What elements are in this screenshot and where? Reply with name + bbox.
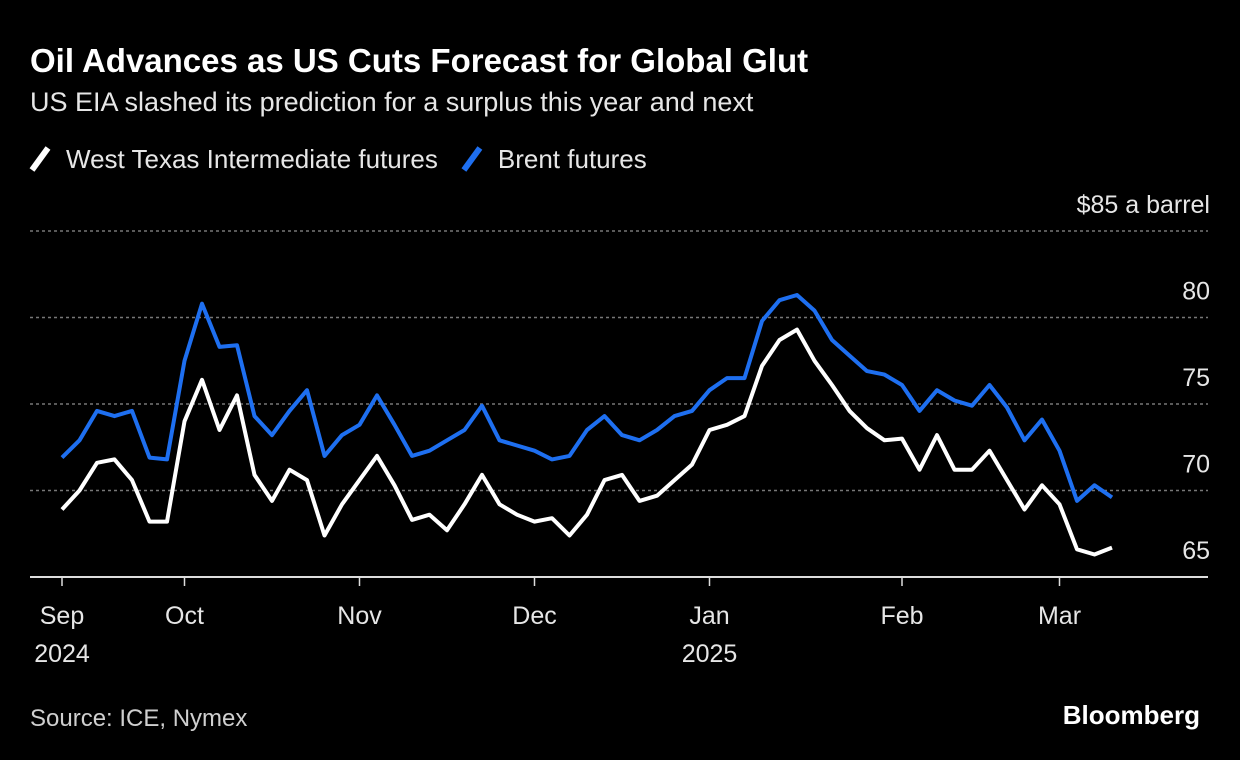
y-tick-label: 70 [1182, 451, 1210, 479]
y-tick-label: 75 [1182, 364, 1210, 392]
chart-title: Oil Advances as US Cuts Forecast for Glo… [30, 42, 808, 79]
y-tick-label: 65 [1182, 537, 1210, 565]
series-line [60, 327, 1113, 557]
x-tick-label: Oct [165, 602, 204, 630]
x-tick-label: Mar [1038, 602, 1081, 630]
legend: West Texas Intermediate futures Brent fut… [29, 144, 647, 174]
x-tick-label: Feb [880, 602, 923, 630]
y-tick-label: 80 [1182, 278, 1210, 306]
x-tick-label: Nov [337, 602, 382, 630]
y-tick-label: $85 a barrel [1077, 191, 1210, 219]
x-tick-label: Sep 2024 [34, 602, 90, 668]
brand: Bloomberg [1063, 700, 1200, 730]
legend-label: West Texas Intermediate futures [66, 144, 438, 174]
legend-swatch [29, 146, 51, 172]
x-tick-label: Jan 2025 [682, 602, 738, 668]
series-line [60, 293, 1114, 503]
legend-swatch [461, 146, 483, 172]
chart-subtitle: US EIA slashed its prediction for a surp… [30, 87, 754, 117]
source: Source: ICE, Nymex [30, 705, 247, 732]
x-tick-label: Dec [512, 602, 556, 630]
legend-label: Brent futures [498, 144, 647, 174]
